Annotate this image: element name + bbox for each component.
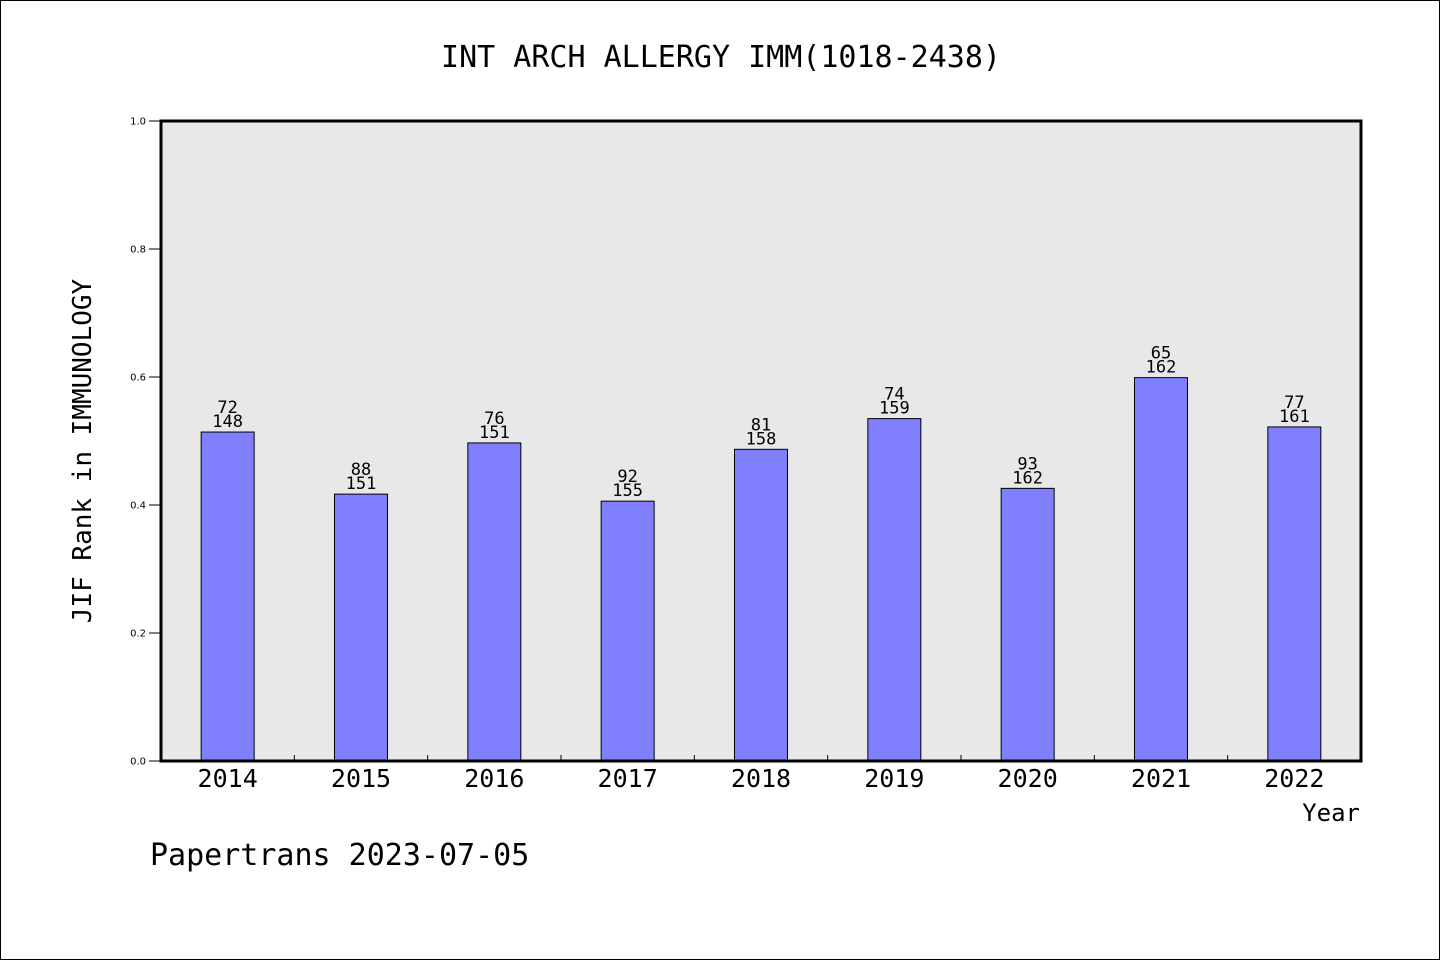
x-tick-label-2015: 2015 <box>331 764 391 793</box>
total-label-2020: 162 <box>1012 468 1043 488</box>
y-tick-label: 0.4 <box>130 501 146 512</box>
total-label-2016: 151 <box>479 423 510 443</box>
bar-2015 <box>334 493 388 762</box>
rank-label-2016: 76 <box>484 409 504 429</box>
y-tick-label: 0.8 <box>130 245 146 256</box>
data-labels-group: 7214888151761519215581158741599316265162… <box>212 344 1309 502</box>
rank-label-2018: 81 <box>751 415 771 435</box>
rank-label-2022: 77 <box>1284 393 1304 413</box>
rank-label-2015: 88 <box>351 460 371 480</box>
bar-2021 <box>1134 377 1188 762</box>
bar-2020 <box>1000 487 1055 762</box>
rank-label-2021: 65 <box>1151 344 1171 364</box>
chart-title: INT ARCH ALLERGY IMM(1018-2438) <box>441 40 1001 75</box>
total-label-2017: 155 <box>612 481 643 501</box>
rank-label-2017: 92 <box>617 467 637 487</box>
x-tick-label-2014: 2014 <box>198 764 258 793</box>
bar-2014 <box>200 431 255 762</box>
plot-border <box>159 119 1363 763</box>
y-tick-label: 0.6 <box>130 373 146 384</box>
total-label-2022: 161 <box>1279 407 1310 427</box>
total-label-2021: 162 <box>1146 358 1177 378</box>
x-tick-label-2021: 2021 <box>1131 764 1191 793</box>
total-label-2015: 151 <box>346 474 377 494</box>
y-axis-label: JIF Rank in IMMUNOLOGY <box>68 278 98 623</box>
footer-credit: Papertrans 2023-07-05 <box>150 838 529 873</box>
total-label-2014: 148 <box>212 412 243 432</box>
x-tick-label-2019: 2019 <box>864 764 924 793</box>
y-tick-label: 0.0 <box>130 757 146 768</box>
rank-label-2020: 93 <box>1017 454 1037 474</box>
y-tick-label: 0.2 <box>130 629 146 640</box>
rank-label-2019: 74 <box>884 385 904 405</box>
x-axis: 2014 2015 2016 2017 2018 2019 2020 2021 2022 <box>198 755 1324 793</box>
bar-2022 <box>1267 426 1322 762</box>
total-label-2019: 159 <box>879 399 910 419</box>
y-tick-label: 1.0 <box>130 117 146 128</box>
x-tick-label-2022: 2022 <box>1264 764 1324 793</box>
bar-2019 <box>867 418 922 762</box>
total-label-2018: 158 <box>746 429 777 449</box>
bar-2018 <box>734 448 788 762</box>
x-tick-label-2018: 2018 <box>731 764 791 793</box>
x-tick-label-2017: 2017 <box>598 764 658 793</box>
x-tick-label-2020: 2020 <box>998 764 1058 793</box>
rank-label-2014: 72 <box>217 398 237 418</box>
x-axis-label: Year <box>1302 799 1360 827</box>
bars-group <box>200 377 1322 762</box>
y-axis: 0.0 0.2 0.4 0.6 0.8 1.0 <box>130 117 161 768</box>
bar-2016 <box>467 442 522 762</box>
x-tick-label-2016: 2016 <box>464 764 524 793</box>
bar-2017 <box>600 500 655 762</box>
